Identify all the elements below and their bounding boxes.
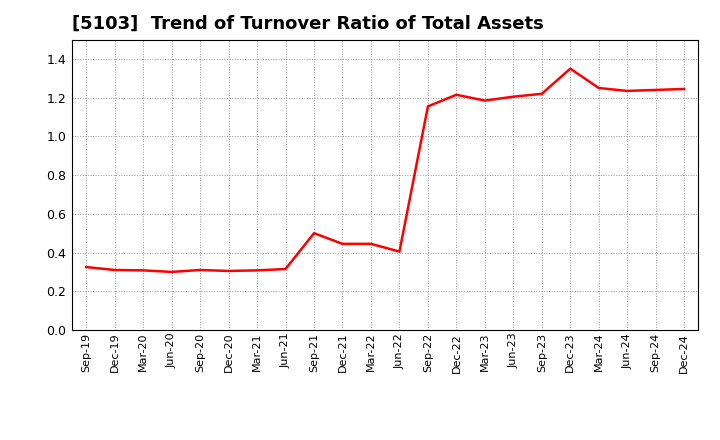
Text: [5103]  Trend of Turnover Ratio of Total Assets: [5103] Trend of Turnover Ratio of Total … <box>72 15 544 33</box>
